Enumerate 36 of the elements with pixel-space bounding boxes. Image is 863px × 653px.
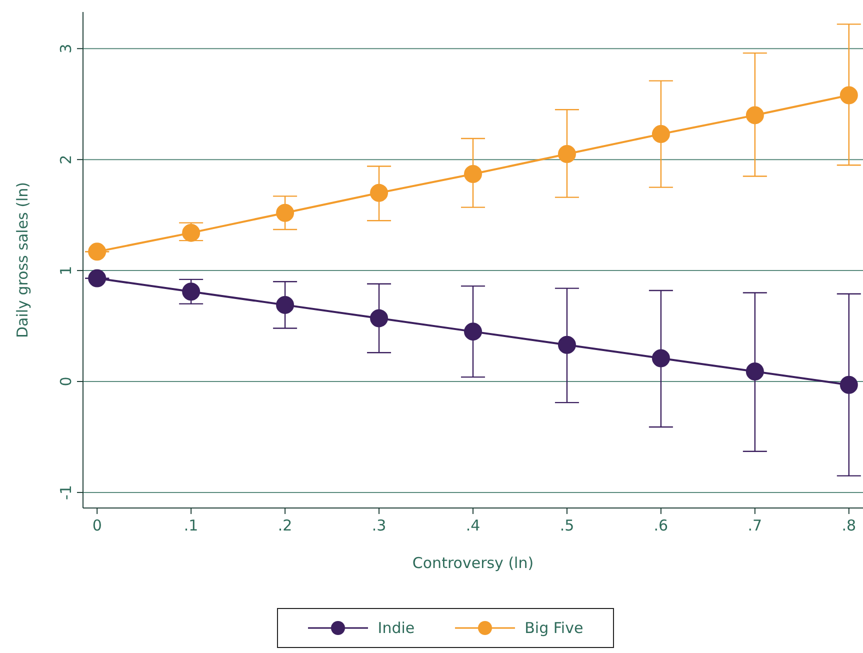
- x-tick-label: .2: [278, 516, 292, 535]
- point: [746, 362, 764, 381]
- point: [464, 322, 482, 341]
- x-tick-label: .7: [748, 516, 762, 535]
- y-tick-label: 1: [57, 266, 75, 276]
- point: [370, 184, 388, 202]
- x-tick-label: .5: [560, 516, 574, 535]
- x-axis-title: Controversy (ln): [412, 554, 534, 572]
- point: [182, 224, 200, 242]
- x-tick-label: .6: [654, 516, 668, 535]
- point: [840, 86, 858, 104]
- y-tick-label: -1: [57, 484, 75, 500]
- x-tick-label: .3: [372, 516, 386, 535]
- x-tick-label: .1: [184, 516, 198, 535]
- point: [464, 165, 482, 184]
- point: [558, 145, 576, 164]
- y-tick-label: 3: [57, 44, 75, 54]
- point: [276, 204, 294, 222]
- point: [88, 242, 106, 261]
- point: [652, 125, 670, 144]
- point: [558, 336, 576, 354]
- y-tick-label: 0: [57, 376, 75, 386]
- y-axis-title: Daily gross sales (ln): [13, 182, 32, 338]
- y-tick-label: 2: [57, 154, 75, 164]
- x-tick-label: .8: [842, 516, 856, 535]
- point: [370, 309, 388, 328]
- point: [840, 376, 858, 394]
- point: [746, 106, 764, 124]
- x-tick-label: .4: [466, 516, 480, 535]
- point: [182, 282, 200, 301]
- point: [88, 269, 106, 288]
- point: [276, 296, 294, 314]
- x-tick-label: 0: [92, 516, 102, 535]
- legend-label: Big Five: [524, 619, 584, 637]
- point: [652, 349, 670, 368]
- legend-label: Indie: [378, 619, 415, 637]
